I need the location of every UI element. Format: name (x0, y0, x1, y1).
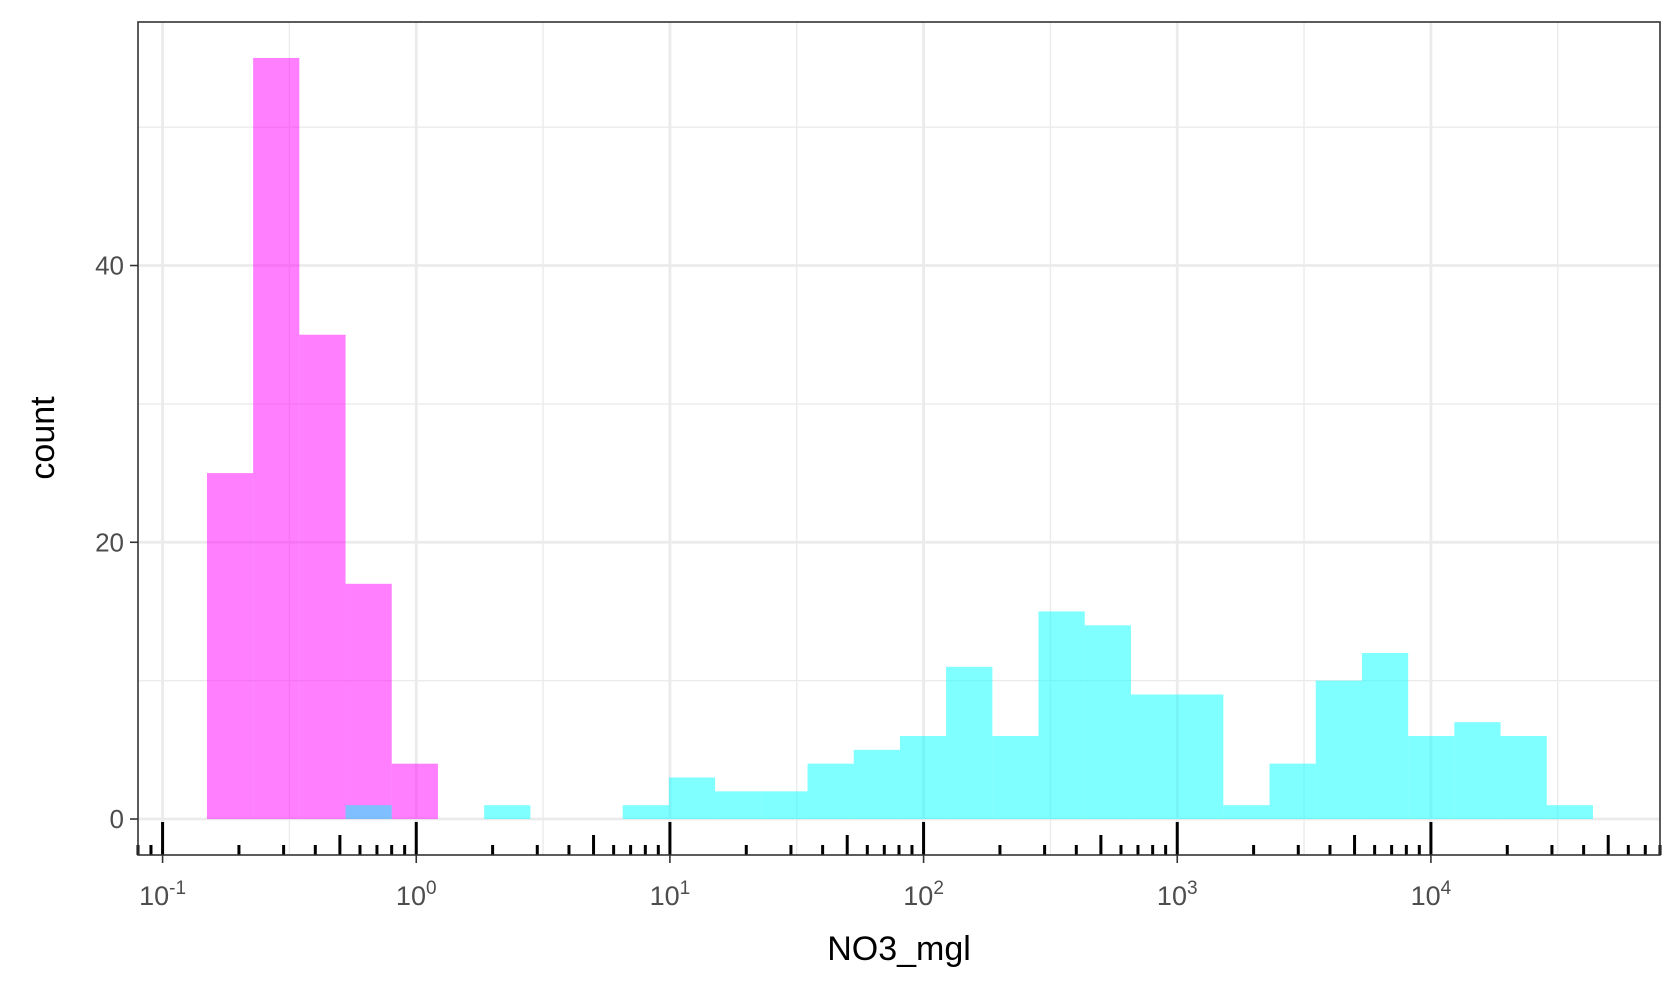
histogram-bar-series-2 (853, 749, 900, 820)
panel-border (137, 21, 1661, 856)
histogram-bar-series-2 (807, 763, 854, 820)
histogram-bar-series-2 (1084, 625, 1131, 820)
log-ticks (136, 822, 1662, 855)
x-tick-label: 103 (1157, 878, 1198, 911)
x-tick-label: 104 (1411, 878, 1452, 911)
histogram-bar-series-2 (1223, 805, 1270, 820)
histogram-bar-series-1 (253, 57, 300, 820)
histogram-bar-series-1 (391, 763, 438, 820)
y-axis-title: count (24, 396, 62, 480)
histogram-bar-series-2 (1177, 694, 1224, 820)
histogram-bar-series-2 (1130, 694, 1178, 820)
histogram-bar-series-1 (206, 473, 254, 820)
histogram-bar-series-2 (484, 805, 531, 820)
y-tick-label: 40 (95, 251, 124, 281)
y-tick-label: 20 (95, 527, 124, 557)
histogram-bar-series-2 (1038, 611, 1085, 820)
histogram-bar-series-2 (622, 805, 669, 820)
y-tick-label: 0 (110, 804, 124, 834)
x-axis-title: NO3_mgl (827, 930, 971, 968)
histogram-bar-series-2 (992, 736, 1039, 820)
histogram-bar-series-2 (1546, 805, 1593, 820)
histogram-bar-series-2 (899, 736, 947, 820)
x-axis: 10-1 100 101 102 103 104 (139, 855, 1452, 911)
histogram-bar-series-2 (1361, 652, 1409, 820)
histogram-bar-series-2 (1500, 736, 1547, 820)
histogram-bars (206, 57, 1593, 820)
histogram-bar-series-2 (1315, 680, 1362, 820)
x-tick-label: 10-1 (139, 878, 186, 911)
histogram-bar-series-2 (345, 805, 392, 820)
histogram-bar-series-2 (1408, 736, 1455, 820)
histogram-bar-series-1 (345, 583, 392, 820)
x-tick-label: 102 (903, 878, 944, 911)
y-axis: 0 20 40 (95, 251, 138, 834)
histogram-bar-series-2 (946, 666, 993, 820)
histogram-bar-series-2 (715, 791, 762, 820)
x-tick-label: 100 (396, 878, 437, 911)
histogram-bar-series-2 (1454, 722, 1501, 820)
histogram-bar-series-2 (1269, 763, 1316, 820)
x-tick-label: 101 (650, 878, 691, 911)
histogram-bar-series-2 (668, 777, 716, 820)
histogram-bar-series-1 (299, 334, 346, 820)
histogram-bar-series-2 (761, 791, 808, 820)
